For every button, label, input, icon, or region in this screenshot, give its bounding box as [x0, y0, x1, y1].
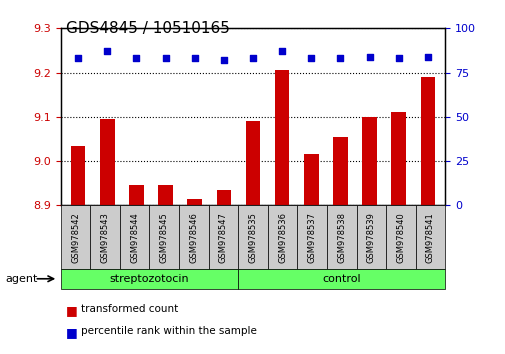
- Bar: [332, 137, 347, 205]
- Point: [394, 56, 402, 61]
- Text: percentile rank within the sample: percentile rank within the sample: [81, 326, 257, 336]
- Bar: [216, 190, 231, 205]
- Bar: [129, 185, 143, 205]
- Text: GDS4845 / 10510165: GDS4845 / 10510165: [66, 21, 229, 36]
- Point: [103, 48, 111, 54]
- Point: [74, 56, 82, 61]
- Point: [161, 56, 169, 61]
- Point: [132, 56, 140, 61]
- Text: GSM978538: GSM978538: [336, 212, 345, 263]
- Point: [423, 54, 431, 59]
- Text: GSM978539: GSM978539: [366, 212, 375, 263]
- Bar: [304, 154, 318, 205]
- Text: GSM978543: GSM978543: [100, 212, 110, 263]
- Text: GSM978545: GSM978545: [160, 212, 169, 263]
- Bar: [245, 121, 260, 205]
- Text: agent: agent: [5, 274, 37, 284]
- Point: [307, 56, 315, 61]
- Text: control: control: [322, 274, 361, 284]
- Bar: [362, 117, 376, 205]
- Text: ■: ■: [66, 326, 77, 339]
- Bar: [420, 77, 434, 205]
- Bar: [158, 185, 173, 205]
- Text: GSM978542: GSM978542: [71, 212, 80, 263]
- Point: [336, 56, 344, 61]
- Text: GSM978535: GSM978535: [248, 212, 257, 263]
- Point: [248, 56, 257, 61]
- Bar: [390, 113, 405, 205]
- Text: GSM978536: GSM978536: [278, 212, 286, 263]
- Bar: [100, 119, 115, 205]
- Text: GSM978540: GSM978540: [395, 212, 405, 263]
- Point: [219, 57, 227, 63]
- Text: streptozotocin: streptozotocin: [110, 274, 189, 284]
- Bar: [274, 70, 289, 205]
- Text: GSM978546: GSM978546: [189, 212, 198, 263]
- Text: transformed count: transformed count: [81, 304, 178, 314]
- Text: GSM978541: GSM978541: [425, 212, 434, 263]
- Bar: [187, 199, 201, 205]
- Point: [278, 48, 286, 54]
- Bar: [71, 145, 85, 205]
- Point: [190, 56, 198, 61]
- Text: GSM978547: GSM978547: [219, 212, 227, 263]
- Text: ■: ■: [66, 304, 77, 318]
- Text: GSM978544: GSM978544: [130, 212, 139, 263]
- Text: GSM978537: GSM978537: [307, 212, 316, 263]
- Point: [365, 54, 373, 59]
